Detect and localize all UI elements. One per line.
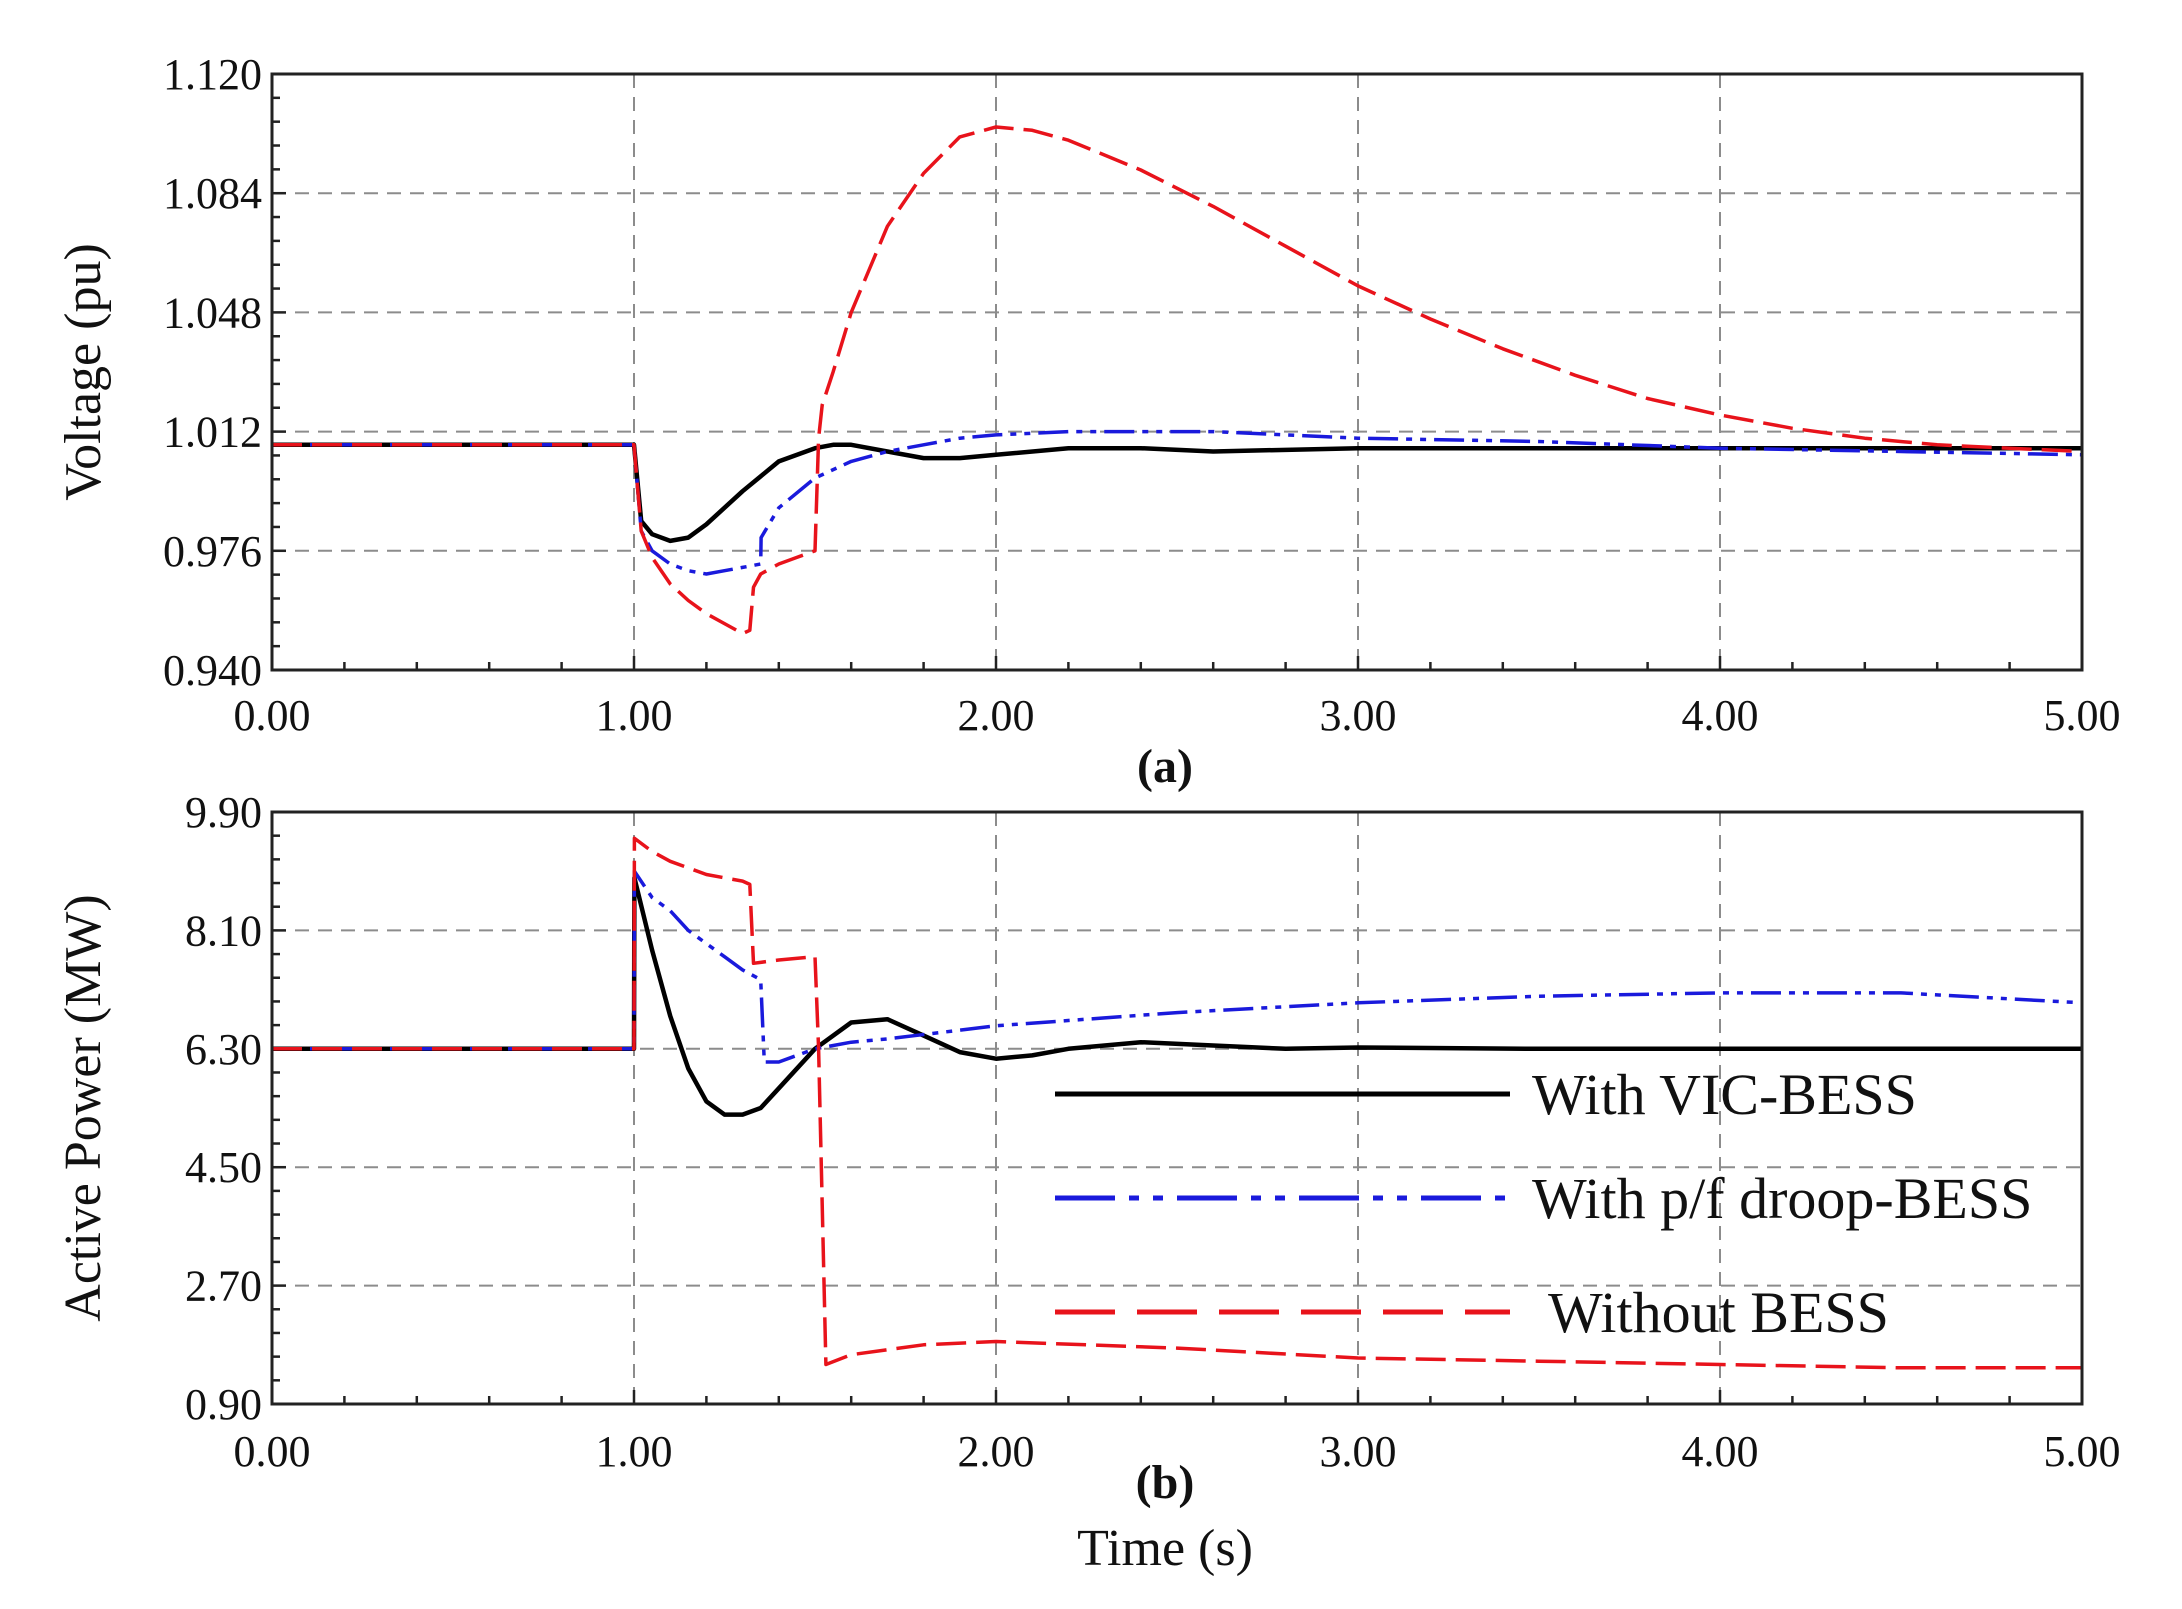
panel-a-x-tick-label: 3.00 [1320,691,1397,740]
panel-b-x-tick-label: 0.00 [234,1427,311,1476]
panel-a-y-axis-title: Voltage (pu) [55,243,112,501]
panel-a-x-tick-label: 5.00 [2044,691,2121,740]
panel-b-y-axis-title: Active Power (MW) [55,894,112,1321]
legend-label-none: Without BESS [1548,1280,1889,1345]
panel-a-series-droop [272,429,2083,576]
legend-label-droop: With p/f droop-BESS [1532,1166,2032,1231]
panel-b-y-tick-label: 8.10 [185,906,262,955]
panel-a-series-none [272,125,2083,636]
legend: With VIC-BESS With p/f droop-BESS Withou… [1055,1062,2032,1345]
panel-b-y-tick-label: 2.70 [185,1262,262,1311]
panel-b-series-none [272,836,2082,1370]
panel-b-y-tick-label: 4.50 [185,1143,262,1192]
panel-b-active-power-chart: 0.00 1.00 2.00 3.00 4.00 5.00 0.90 2.70 4.50 6.30… [55,788,2121,1509]
panel-a-y-tick-label: 1.012 [163,408,262,457]
x-axis-title: Time (s) [1077,1520,1253,1577]
panel-a-y-tick-label: 1.120 [163,50,262,99]
panel-b-y-tick-label: 9.90 [185,788,262,837]
panel-a-y-tick-label: 1.084 [163,169,262,218]
panel-a-voltage-chart: 0.00 1.00 2.00 3.00 4.00 5.00 0.940 0.976 1.012 1… [55,50,2121,793]
panel-a-plot-frame [270,72,2084,672]
panel-b-x-tick-label: 4.00 [1682,1427,1759,1476]
panel-a-label: (a) [1137,740,1193,793]
panel-a-x-tick-label: 2.00 [958,691,1035,740]
panel-a-x-tick-label: 4.00 [1682,691,1759,740]
panel-a-x-tick-label: 0.00 [234,691,311,740]
legend-label-vic: With VIC-BESS [1532,1062,1917,1127]
panel-a-series-vic [272,442,2082,544]
panel-a-y-tick-label: 1.048 [163,288,262,337]
panel-b-x-tick-label: 1.00 [596,1427,673,1476]
panel-b-x-tick-label: 5.00 [2044,1427,2121,1476]
panel-b-x-tick-label: 2.00 [958,1427,1035,1476]
panel-b-y-tick-label: 0.90 [185,1380,262,1429]
panel-a-y-tick-label: 0.940 [163,646,262,695]
panel-b-x-tick-label: 3.00 [1320,1427,1397,1476]
panel-a-y-tick-label: 0.976 [163,527,262,576]
panel-b-series-vic [272,875,2082,1117]
panel-b-label: (b) [1136,1456,1195,1509]
panel-b-series-droop [272,869,2083,1064]
panel-b-plot-frame [270,810,2084,1406]
panel-a-x-tick-label: 1.00 [596,691,673,740]
panel-b-y-tick-label: 6.30 [185,1025,262,1074]
